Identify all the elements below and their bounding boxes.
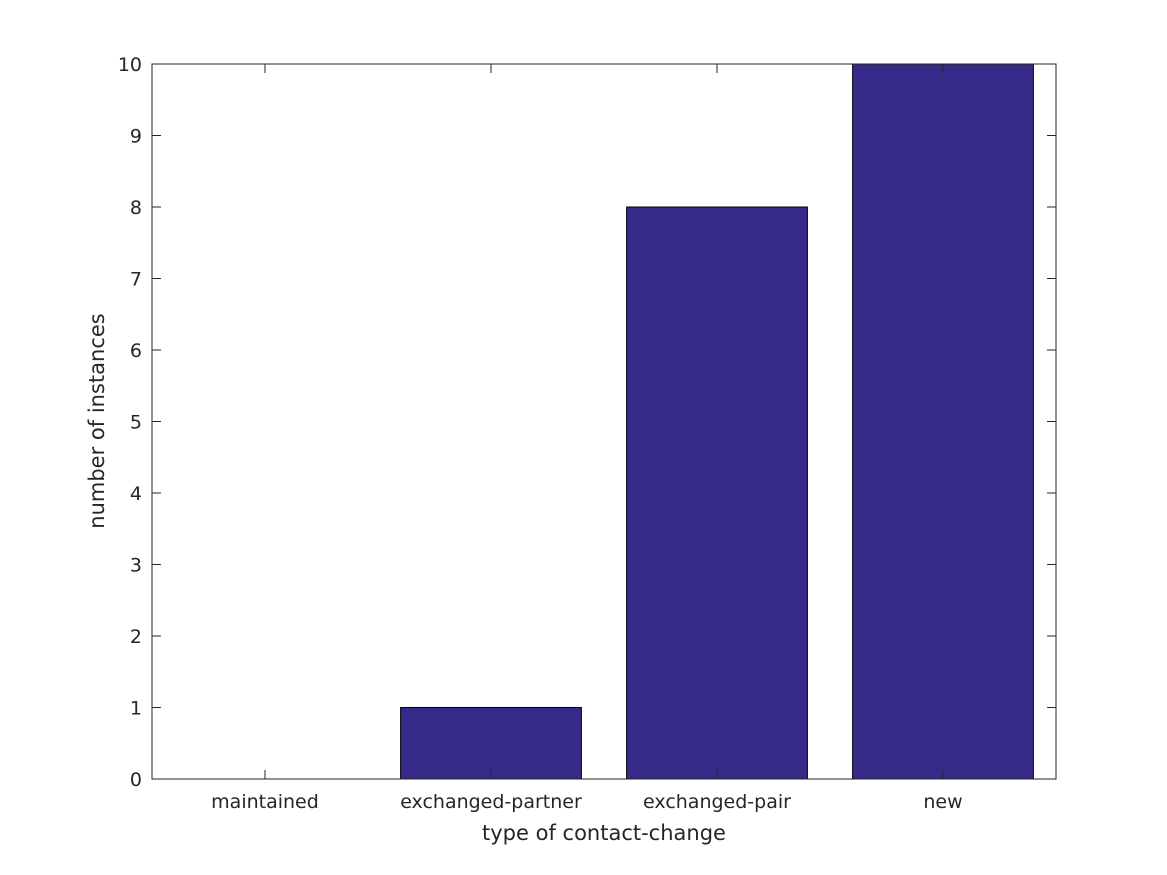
x-tick-label: maintained bbox=[211, 791, 319, 813]
plot-frame bbox=[151, 63, 1057, 780]
bar-new bbox=[852, 63, 1034, 780]
bar-exchanged-partner bbox=[400, 707, 582, 780]
x-tick-label: exchanged-partner bbox=[400, 791, 582, 813]
x-tick-label: new bbox=[923, 791, 962, 813]
y-tick-label: 10 bbox=[118, 54, 142, 76]
y-axis-label: number of instances bbox=[85, 313, 109, 528]
y-tick-label: 5 bbox=[130, 412, 142, 434]
y-tick-label: 8 bbox=[130, 197, 142, 219]
y-tick-label: 7 bbox=[130, 269, 142, 291]
bars-layer bbox=[400, 63, 1034, 780]
x-tick-labels: maintained exchanged-partner exchanged-pai… bbox=[211, 791, 962, 813]
y-tick-label: 4 bbox=[130, 483, 142, 505]
bar-exchanged-pair bbox=[626, 206, 808, 780]
y-tick-label: 9 bbox=[130, 126, 142, 148]
x-tick-label: exchanged-pair bbox=[643, 791, 791, 813]
y-tick-label: 2 bbox=[130, 626, 142, 648]
x-axis-label: type of contact-change bbox=[482, 821, 726, 845]
y-tick-label: 1 bbox=[130, 698, 142, 720]
y-tick-label: 0 bbox=[130, 769, 142, 791]
y-tick-labels: 0 1 2 3 4 5 6 7 8 9 10 bbox=[118, 54, 142, 791]
y-tick-label: 3 bbox=[130, 555, 142, 577]
y-tick-label: 6 bbox=[130, 340, 142, 362]
